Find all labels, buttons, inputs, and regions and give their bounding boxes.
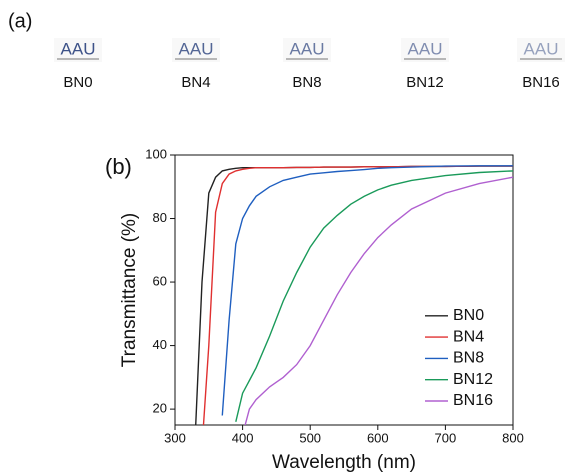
legend-label: BN16 bbox=[453, 392, 493, 409]
y-tick-label: 60 bbox=[153, 273, 167, 288]
panel-label: (a) bbox=[8, 10, 32, 32]
data-line bbox=[202, 165, 513, 425]
sample-row: AAU BN0 AAU BN4 AAU BN8 AAU BN12 AAU BN16 bbox=[54, 38, 565, 91]
legend-label: BN12 bbox=[453, 371, 493, 388]
legend-label: BN0 bbox=[453, 307, 484, 324]
y-tick-label: 40 bbox=[153, 337, 167, 352]
x-tick-label: 800 bbox=[502, 430, 524, 445]
plot-area bbox=[195, 165, 513, 425]
y-tick-label: 100 bbox=[145, 146, 167, 161]
sample-label: BN4 bbox=[181, 74, 210, 91]
y-tick-label: 20 bbox=[153, 401, 167, 416]
sample-label: BN16 bbox=[522, 74, 560, 91]
sample-label: BN12 bbox=[406, 74, 444, 91]
sample-film bbox=[54, 38, 102, 62]
sample-film bbox=[283, 38, 331, 62]
sample-image-text: AAU bbox=[408, 39, 443, 58]
sample-label: BN0 bbox=[63, 74, 92, 91]
sample-film bbox=[401, 38, 449, 62]
sample-image-text: AAU bbox=[61, 39, 96, 58]
y-tick-label: 80 bbox=[153, 210, 167, 225]
plot-frame bbox=[174, 154, 514, 426]
sample-label: BN8 bbox=[292, 74, 321, 91]
sample-image-text: AAU bbox=[179, 39, 214, 58]
panel-label: (b) bbox=[105, 154, 132, 179]
sample-film bbox=[172, 38, 220, 62]
x-tick-label: 400 bbox=[232, 430, 254, 445]
data-line bbox=[244, 176, 513, 425]
x-tick-label: 700 bbox=[435, 430, 457, 445]
data-line bbox=[235, 170, 513, 422]
sample-image-text: AAU bbox=[524, 39, 559, 58]
sample-image-text: AAU bbox=[290, 39, 325, 58]
x-tick-label: 300 bbox=[164, 430, 186, 445]
x-tick-label: 500 bbox=[299, 430, 321, 445]
data-line bbox=[221, 165, 513, 416]
sample-film bbox=[517, 38, 565, 62]
y-axis-label: Transmittance (%) bbox=[119, 213, 140, 368]
legend-label: BN8 bbox=[453, 350, 484, 367]
legend-label: BN4 bbox=[453, 328, 484, 345]
x-axis-label: Wavelength (nm) bbox=[272, 452, 416, 473]
x-tick-label: 600 bbox=[367, 430, 389, 445]
